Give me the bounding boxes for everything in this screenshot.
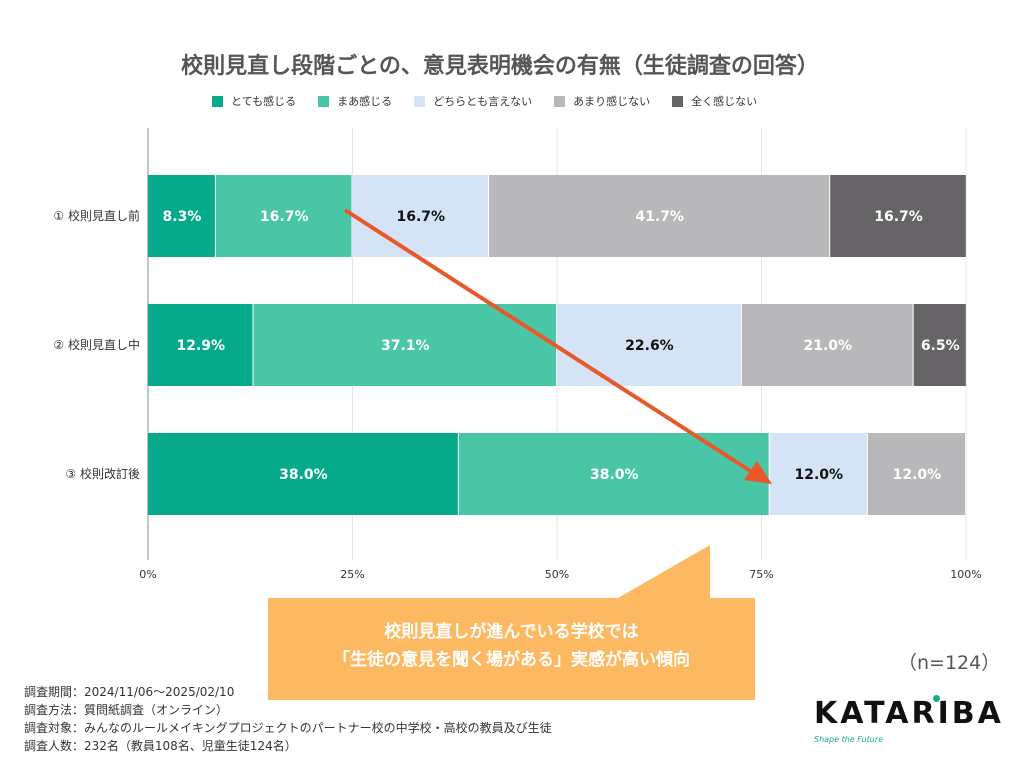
data-label: 12.0% <box>893 467 942 483</box>
legend-label: どちらとも言えない <box>433 95 533 108</box>
category-label: ③ 校則改訂後 <box>65 466 140 481</box>
note-period: 調査期間：2024/11/06〜2025/02/10 <box>24 685 235 699</box>
data-label: 12.9% <box>176 338 225 354</box>
bar-segment <box>458 433 769 515</box>
chart-title: 校則見直し段階ごとの、意見表明機会の有無（生徒調査の回答） <box>181 54 819 79</box>
data-label: 22.6% <box>625 338 674 354</box>
data-label: 6.5% <box>921 338 960 354</box>
logo-tagline: Shape the Future <box>814 735 884 744</box>
callout-line-1: 校則見直しが進んでいる学校では <box>384 622 639 642</box>
legend-label: 全く感じない <box>691 95 758 108</box>
bar-segment <box>253 304 556 386</box>
bar-segment <box>489 175 830 257</box>
bar-segment <box>741 304 913 386</box>
legend-swatch <box>414 95 426 107</box>
data-label: 8.3% <box>163 209 202 225</box>
bar-segment <box>769 433 867 515</box>
legend-swatch <box>554 95 566 107</box>
x-tick-label: 25% <box>340 568 364 581</box>
data-label: 41.7% <box>635 209 684 225</box>
trend-arrow-line <box>343 208 754 474</box>
bar-segment <box>148 175 215 257</box>
legend: とても感じる まあ感じる どちらとも言えない あまり感じない 全く感じない <box>212 93 757 109</box>
note-count: 調査人数：232名（教員108名、児童生徒124名） <box>24 739 297 753</box>
bar-segment <box>913 304 966 386</box>
data-label: 21.0% <box>803 338 852 354</box>
survey-notes: 調査期間：2024/11/06〜2025/02/10 調査方法：質問紙調査（オン… <box>24 683 552 755</box>
category-label: ② 校則見直し中 <box>53 337 140 352</box>
data-label: 37.1% <box>381 338 430 354</box>
bar-segment <box>867 433 965 515</box>
data-label: 12.0% <box>794 467 843 483</box>
legend-item: どちらとも言えない <box>414 93 532 109</box>
sample-size: （n=124） <box>898 652 1001 674</box>
data-label: 16.7% <box>397 209 446 225</box>
note-method: 調査方法：質問紙調査（オンライン） <box>24 703 229 717</box>
bar-segment <box>148 433 458 515</box>
legend-item: とても感じる <box>212 93 296 109</box>
x-tick-label: 75% <box>749 568 773 581</box>
x-tick-label: 100% <box>950 568 981 581</box>
bar-segment <box>557 304 741 386</box>
data-label: 38.0% <box>279 467 328 483</box>
callout-box <box>268 545 755 700</box>
logo-dot <box>933 695 940 702</box>
callout-text: 校則見直しが進んでいる学校では 「生徒の意見を聞く場がある」実感が高い傾向 <box>268 618 755 674</box>
legend-swatch <box>672 95 684 107</box>
bar-segment <box>215 175 352 257</box>
category-label: ① 校則見直し前 <box>53 208 140 223</box>
legend-swatch <box>212 95 223 107</box>
bar-segment <box>148 304 253 386</box>
callout-line-2: 「生徒の意見を聞く場がある」実感が高い傾向 <box>333 650 690 670</box>
logo: KATARIBA <box>814 696 1004 731</box>
data-label: 38.0% <box>590 467 639 483</box>
x-tick-label: 50% <box>545 568 569 581</box>
legend-item: 全く感じない <box>672 93 757 109</box>
legend-swatch <box>318 95 330 107</box>
note-target: 調査対象：みんなのルールメイキングプロジェクトのパートナー校の中学校・高校の教員… <box>24 721 552 735</box>
legend-label: とても感じる <box>231 95 297 108</box>
data-label: 16.7% <box>260 209 309 225</box>
bar-segment <box>830 175 966 257</box>
legend-item: まあ感じる <box>318 93 392 109</box>
legend-item: あまり感じない <box>554 93 650 109</box>
bar-segment <box>352 175 489 257</box>
trend-arrow-head <box>744 461 772 484</box>
legend-label: あまり感じない <box>573 95 651 108</box>
legend-label: まあ感じる <box>337 95 393 108</box>
data-label: 16.7% <box>874 209 923 225</box>
x-tick-label: 0% <box>139 568 156 581</box>
